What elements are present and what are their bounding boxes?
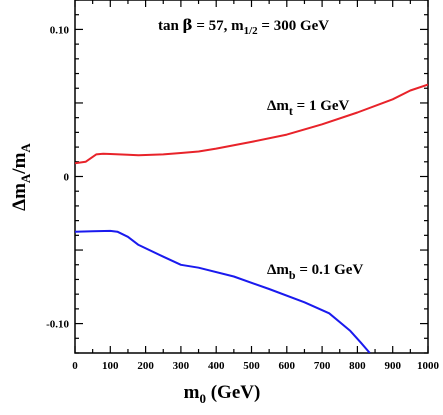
y-tick-label: -0.10 <box>46 319 69 331</box>
parameter-annotation: tan β = 57, m1/2 = 300 GeV <box>158 16 329 37</box>
y-tick-label: 0 <box>64 172 70 184</box>
x-tick-label: 1000 <box>417 360 440 372</box>
x-tick-label: 800 <box>349 360 366 372</box>
x-tick-label: 0 <box>72 360 78 372</box>
series-line-top-quark <box>75 83 428 165</box>
x-tick-label: 700 <box>314 360 331 372</box>
series-lines <box>75 83 428 353</box>
tick-marks <box>74 0 429 354</box>
x-axis-title: m0 (GeV) <box>184 382 261 406</box>
x-tick-label: 200 <box>137 360 154 372</box>
x-tick-labels: 0 100 200 300 400 500 600 700 800 900 1000 <box>72 360 439 372</box>
x-tick-label: 500 <box>243 360 260 372</box>
y-tick-labels: 0.10 0 -0.10 <box>46 24 69 330</box>
y-tick-label: 0.10 <box>50 24 70 36</box>
x-tick-label: 600 <box>279 360 296 372</box>
x-tick-label: 100 <box>102 360 119 372</box>
x-tick-label: 900 <box>384 360 401 372</box>
series-line-bottom-quark <box>75 229 371 353</box>
y-axis-title: ΔmA/mA <box>9 143 33 211</box>
x-tick-label: 400 <box>208 360 225 372</box>
x-tick-label: 300 <box>173 360 190 372</box>
series-label-top: Δmt = 1 GeV <box>267 98 350 118</box>
plot-frame <box>74 0 429 354</box>
series-label-bottom: Δmb = 0.1 GeV <box>267 262 363 282</box>
